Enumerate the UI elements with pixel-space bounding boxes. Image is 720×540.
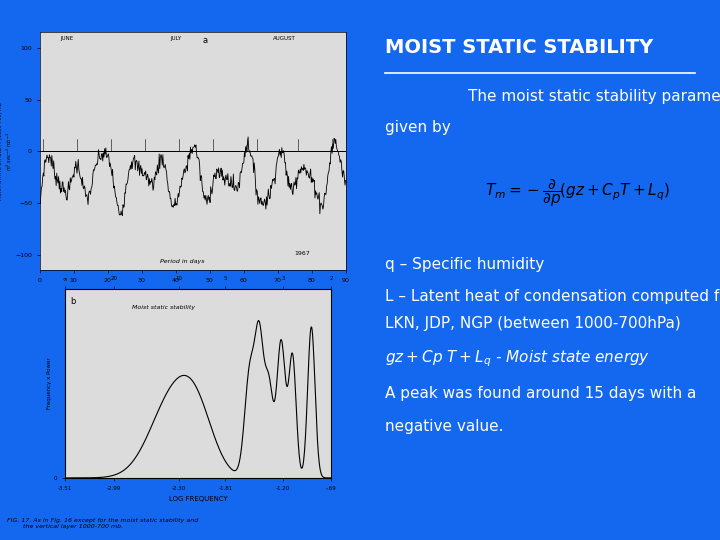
Text: $T_m = -\dfrac{\partial}{\partial p}\!\left(gz + C_p T + L_q\right)$: $T_m = -\dfrac{\partial}{\partial p}\!\l… [485, 177, 670, 209]
Text: The moist static stability parameter is: The moist static stability parameter is [468, 89, 720, 104]
Text: A peak was found around 15 days with a: A peak was found around 15 days with a [385, 386, 696, 401]
X-axis label: LOG FREQUENCY: LOG FREQUENCY [168, 496, 228, 502]
Text: given by: given by [385, 120, 451, 135]
Text: $gz + Cp\ T + L_q$ - Moist state energy: $gz + Cp\ T + L_q$ - Moist state energy [385, 348, 650, 369]
Text: LKN, JDP, NGP (between 1000-700hPa): LKN, JDP, NGP (between 1000-700hPa) [385, 316, 681, 331]
Y-axis label: MOIST STATIC STABILITY (1000-700) mb
$m^2\ sec^{-2}\ mb^{-1}$: MOIST STATIC STABILITY (1000-700) mb $m^… [0, 102, 14, 200]
Text: b: b [71, 297, 76, 306]
Text: a: a [203, 36, 208, 45]
Text: Period in days: Period in days [160, 259, 204, 264]
Text: q – Specific humidity: q – Specific humidity [385, 256, 544, 272]
Text: JUNE: JUNE [60, 36, 73, 40]
Text: MOIST STATIC STABILITY: MOIST STATIC STABILITY [385, 38, 654, 57]
Text: JULY: JULY [170, 36, 181, 40]
Y-axis label: Frequency x Power: Frequency x Power [48, 357, 53, 409]
Text: L – Latent heat of condensation computed for: L – Latent heat of condensation computed… [385, 289, 720, 304]
Text: FIG. 17. As in Fig. 16 except for the moist static stability and
        the ver: FIG. 17. As in Fig. 16 except for the mo… [7, 518, 199, 529]
Text: negative value.: negative value. [385, 418, 504, 434]
Text: Moist static stability: Moist static stability [132, 305, 195, 309]
Text: 1967: 1967 [294, 251, 310, 255]
Text: AUGUST: AUGUST [273, 36, 296, 40]
